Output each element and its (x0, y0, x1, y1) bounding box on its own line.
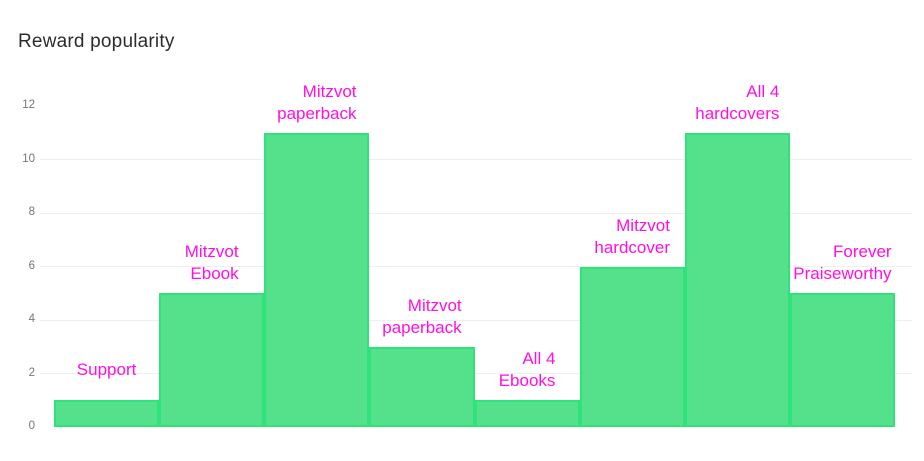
bar-label-line: Forever (832, 242, 892, 262)
bar-4-mitzvot-paperback[interactable] (369, 346, 475, 427)
bar-label-line: Mitzvot (407, 295, 462, 315)
bar-label-3: Mitzvot paperback (277, 81, 356, 125)
bar-5-all-4-ebooks[interactable] (474, 400, 580, 427)
bar-label-line: Mitzvot (302, 81, 357, 101)
bar-label-line: All 4 (522, 349, 556, 369)
y-axis-tick-label-12: 12 (22, 99, 35, 111)
y-axis-tick-label-10: 10 (22, 152, 35, 165)
bar-1-support[interactable] (54, 400, 160, 427)
y-axis-tick-label-8: 8 (28, 206, 35, 218)
bar-7-all-4-hardcovers[interactable] (684, 132, 790, 427)
y-axis-tick-label-4: 4 (28, 313, 35, 325)
bar-label-line: Ebook (190, 264, 239, 284)
bar-label-line: Support (76, 360, 137, 380)
bar-label-8: Forever Praiseworthy (793, 241, 891, 285)
bar-label-line: hardcovers (695, 103, 780, 123)
bar-label-2: Mitzvot Ebook (185, 241, 239, 285)
bar-label-line: Mitzvot (616, 215, 670, 235)
bar-label-5: All 4 Ebooks (499, 348, 556, 392)
bar-2-mitzvot-ebook[interactable] (159, 293, 265, 427)
bar-6-mitzvot-hardcover[interactable] (579, 266, 685, 427)
bar-label-7: All 4 hardcovers (695, 81, 779, 125)
gridline-y2 (40, 373, 912, 374)
bar-label-line: paperback (382, 317, 462, 337)
gridline-y8 (40, 212, 912, 214)
bar-label-line: Ebooks (498, 371, 556, 391)
y-axis-tick-label-2: 2 (28, 366, 35, 379)
gridline-y6 (40, 266, 912, 267)
bar-label-line: hardcover (594, 237, 670, 257)
y-axis-tick-label-6: 6 (28, 259, 35, 272)
gridline-y10 (40, 159, 912, 160)
bar-label-1: Support (77, 359, 137, 381)
bar-3-mitzvot-paperback[interactable] (264, 132, 370, 427)
bar-label-line: paperback (277, 103, 357, 123)
bar-label-6: Mitzvot hardcover (594, 215, 670, 259)
bar-label-line: All 4 (746, 81, 780, 101)
bar-label-line: Mitzvot (184, 242, 239, 262)
y-axis-tick-label-0: 0 (28, 420, 35, 432)
gridline-y4 (40, 319, 912, 321)
bar-label-4: Mitzvot paperback (382, 295, 461, 339)
bar-8-forever-praiseworthy[interactable] (789, 293, 895, 427)
bar-label-line: Praiseworthy (793, 264, 892, 284)
chart-title: Reward popularity (18, 31, 175, 52)
